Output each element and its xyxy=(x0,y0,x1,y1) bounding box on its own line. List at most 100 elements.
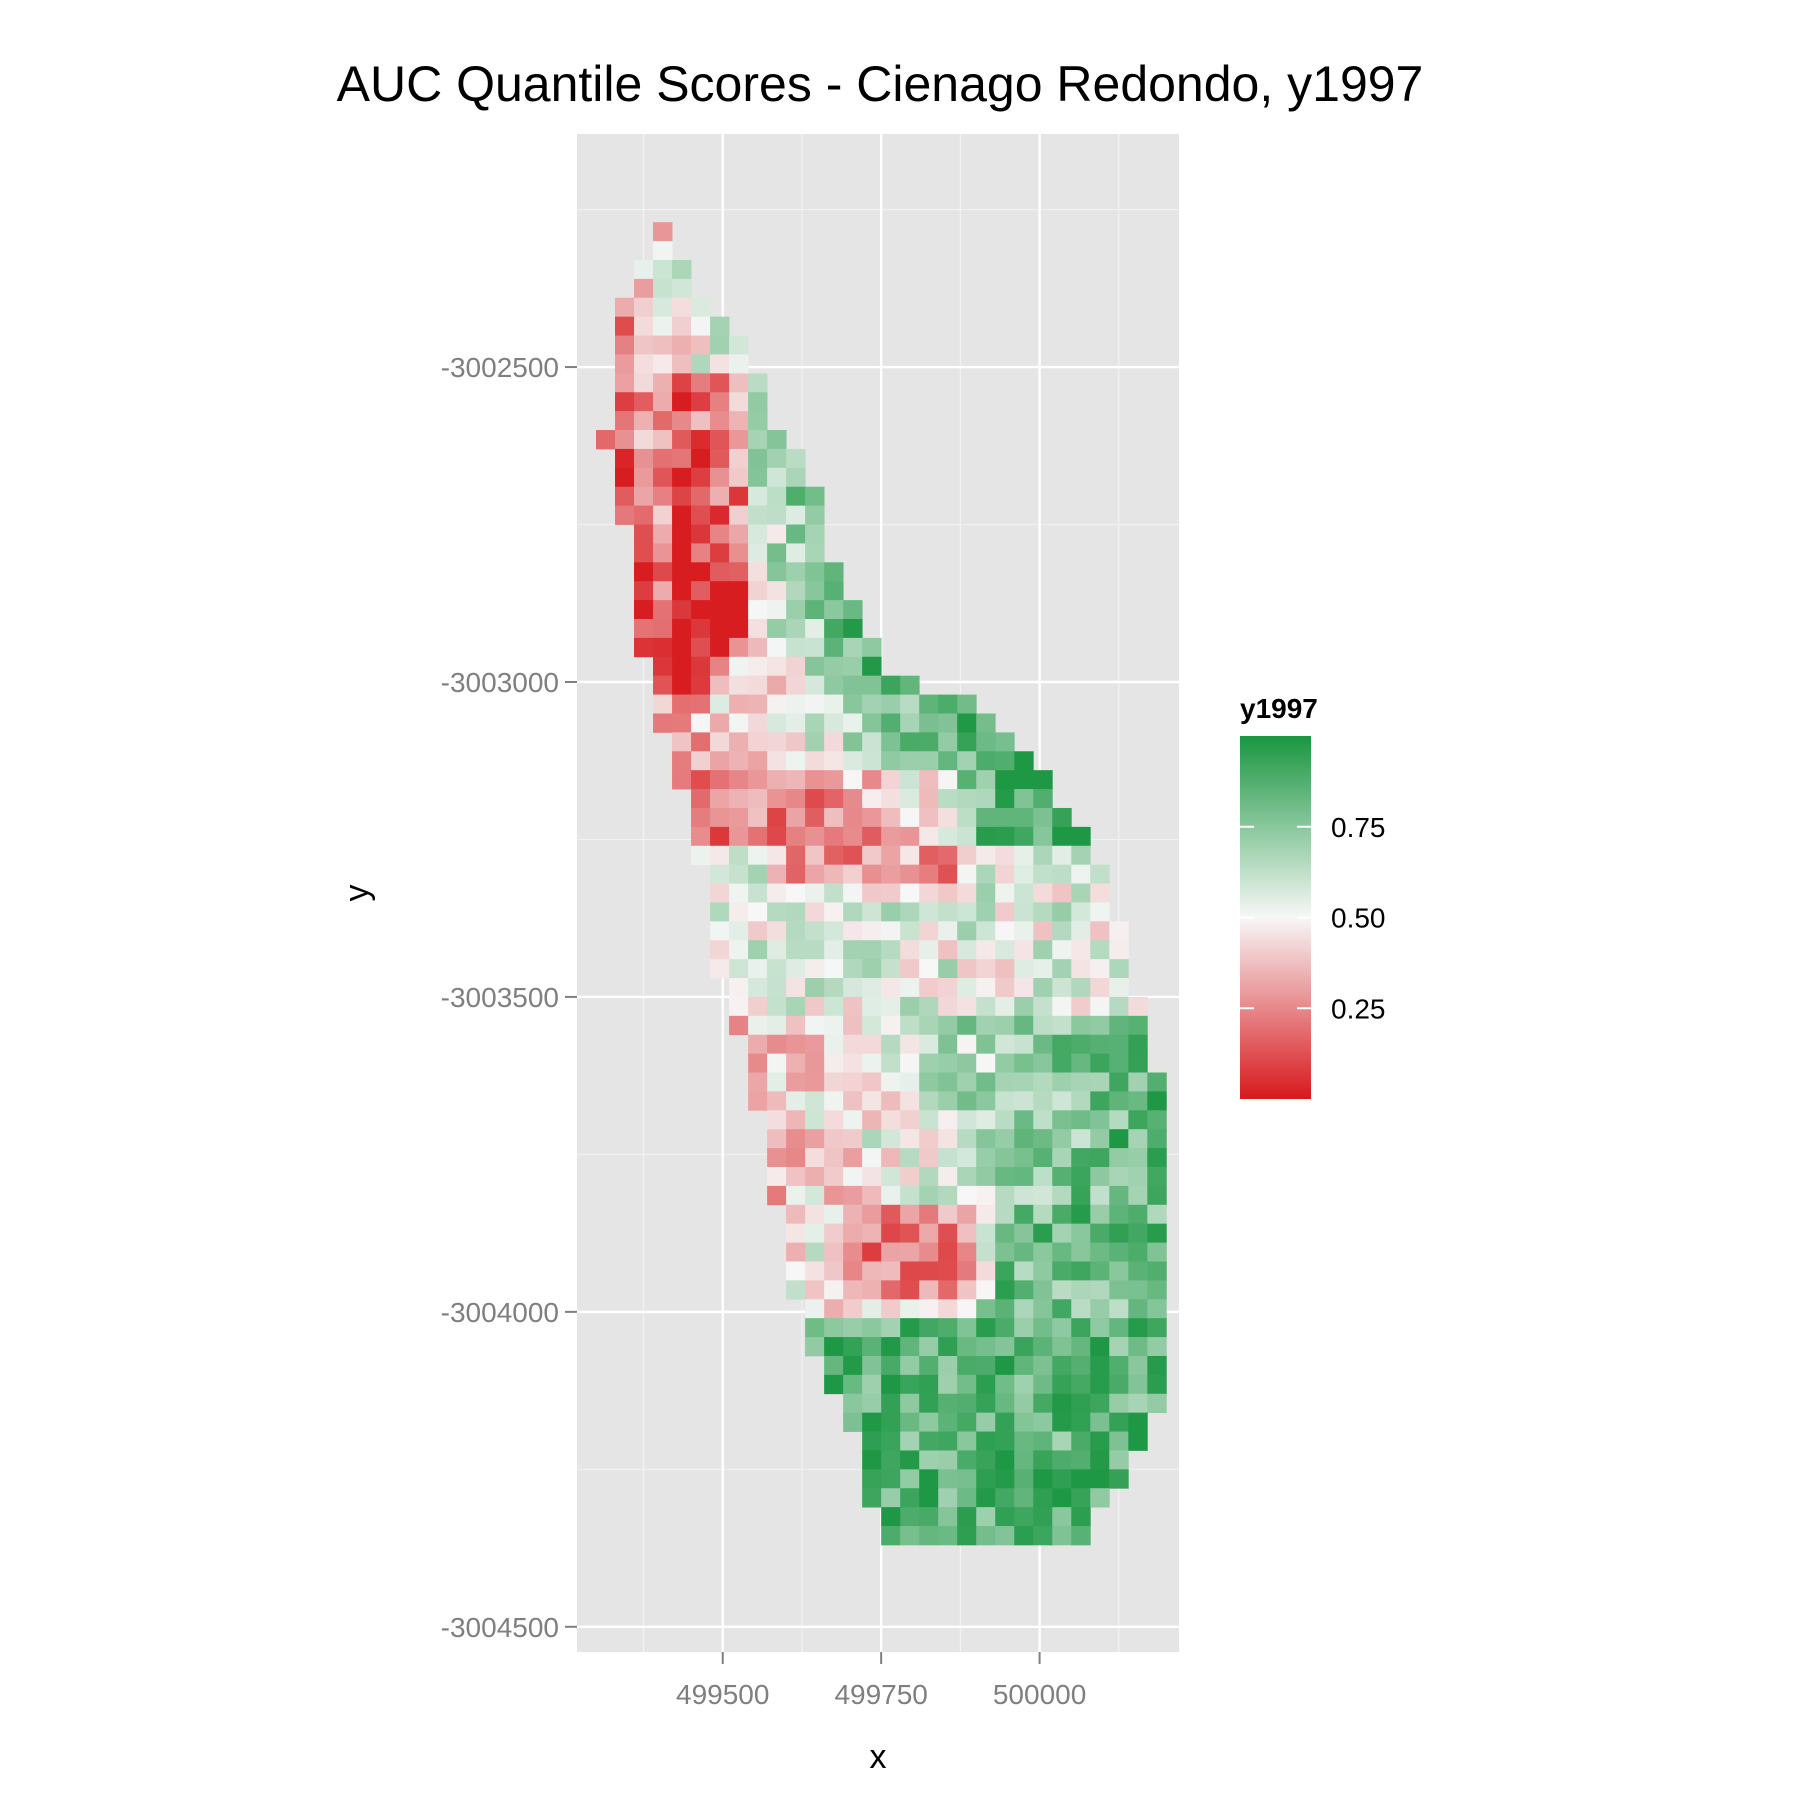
heatmap-cell xyxy=(1071,1148,1091,1168)
heatmap-cell xyxy=(805,826,825,847)
heatmap-cell xyxy=(1033,770,1053,790)
heatmap-cell xyxy=(767,467,787,488)
heatmap-cell xyxy=(710,524,730,544)
heatmap-cell xyxy=(976,1393,996,1414)
heatmap-cell xyxy=(786,996,806,1017)
heatmap-cell xyxy=(976,1526,996,1546)
heatmap-cell xyxy=(881,1185,901,1206)
heatmap-cell xyxy=(1052,883,1072,903)
heatmap-cell xyxy=(919,1526,939,1546)
heatmap-cell xyxy=(767,883,787,903)
heatmap-cell xyxy=(786,1185,806,1206)
heatmap-cell xyxy=(995,1507,1015,1527)
heatmap-cell xyxy=(824,732,844,752)
heatmap-cell xyxy=(786,732,806,752)
heatmap-cell xyxy=(1128,996,1148,1017)
heatmap-cell xyxy=(786,1280,806,1300)
heatmap-cell xyxy=(748,430,768,450)
heatmap-cell xyxy=(1052,1280,1072,1300)
heatmap-cell xyxy=(881,1091,901,1111)
heatmap-cell xyxy=(1052,1355,1072,1376)
heatmap-cell xyxy=(1128,1129,1148,1149)
heatmap-cell xyxy=(1014,1450,1034,1470)
heatmap-cell xyxy=(1052,1072,1072,1092)
heatmap-cell xyxy=(767,486,787,507)
heatmap-cell xyxy=(862,770,882,790)
heatmap-cell xyxy=(1109,1337,1129,1357)
heatmap-cell xyxy=(1147,1374,1167,1395)
heatmap-cell xyxy=(995,1110,1015,1130)
heatmap-cell xyxy=(957,1507,977,1527)
heatmap-cell xyxy=(691,392,711,412)
heatmap-cell xyxy=(995,1167,1015,1187)
heatmap-cell xyxy=(729,732,749,752)
heatmap-cell xyxy=(881,1148,901,1168)
heatmap-cell xyxy=(1090,1091,1110,1111)
heatmap-cell xyxy=(653,373,673,393)
heatmap-cell xyxy=(805,1337,825,1357)
heatmap-cell xyxy=(672,656,692,677)
heatmap-cell xyxy=(1071,1110,1091,1130)
heatmap-cell xyxy=(843,1299,863,1319)
heatmap-cell xyxy=(710,864,730,884)
heatmap-cell xyxy=(729,656,749,677)
heatmap-cell xyxy=(672,430,692,450)
heatmap-cell xyxy=(957,1280,977,1300)
heatmap-cell xyxy=(938,1393,958,1414)
heatmap-cell xyxy=(710,694,730,714)
heatmap-cell xyxy=(691,581,711,601)
heatmap-cell xyxy=(862,921,882,941)
heatmap-cell xyxy=(805,1072,825,1092)
heatmap-cell xyxy=(615,448,635,469)
heatmap-cell xyxy=(691,448,711,469)
heatmap-cell xyxy=(1109,1431,1129,1451)
heatmap-cell xyxy=(1052,978,1072,998)
heatmap-cell xyxy=(976,1053,996,1073)
heatmap-cell xyxy=(1071,902,1091,922)
heatmap-cell xyxy=(1014,1261,1034,1281)
heatmap-cell xyxy=(995,1148,1015,1168)
heatmap-cell xyxy=(824,1091,844,1111)
heatmap-cell xyxy=(691,826,711,847)
heatmap-cell xyxy=(1033,1507,1053,1527)
heatmap-cell xyxy=(1014,845,1034,866)
heatmap-cell xyxy=(862,1261,882,1281)
heatmap-cell xyxy=(862,1280,882,1300)
heatmap-cell xyxy=(900,1110,920,1130)
heatmap-cell xyxy=(1090,864,1110,884)
heatmap-cell xyxy=(634,505,654,525)
heatmap-cell xyxy=(862,1204,882,1225)
heatmap-cell xyxy=(1033,940,1053,960)
heatmap-cell xyxy=(862,1072,882,1092)
heatmap-cell xyxy=(938,1034,958,1055)
heatmap-cell xyxy=(691,732,711,752)
heatmap-cell xyxy=(957,1185,977,1206)
heatmap-cell xyxy=(767,751,787,771)
heatmap-cell xyxy=(1071,1034,1091,1055)
heatmap-cell xyxy=(1052,1526,1072,1546)
heatmap-cell xyxy=(805,978,825,998)
legend-label: 0.50 xyxy=(1331,903,1386,934)
heatmap-cell xyxy=(729,335,749,355)
legend-label: 0.75 xyxy=(1331,812,1386,843)
heatmap-cell xyxy=(1147,1129,1167,1149)
heatmap-cell xyxy=(672,316,692,336)
heatmap-cell xyxy=(995,996,1015,1017)
heatmap-cell xyxy=(786,1091,806,1111)
heatmap-cell xyxy=(767,505,787,525)
heatmap-cell xyxy=(786,600,806,620)
heatmap-cell xyxy=(900,1129,920,1149)
heatmap-cell xyxy=(786,789,806,809)
heatmap-cell xyxy=(1014,1393,1034,1414)
heatmap-cell xyxy=(1109,1110,1129,1130)
heatmap-cell xyxy=(919,845,939,866)
heatmap-cell xyxy=(900,1488,920,1508)
heatmap-cell xyxy=(805,732,825,752)
heatmap-cell xyxy=(1071,826,1091,847)
heatmap-cell xyxy=(729,354,749,374)
heatmap-cell xyxy=(957,1299,977,1319)
heatmap-cell xyxy=(805,694,825,714)
heatmap-cell xyxy=(748,1053,768,1073)
heatmap-cell xyxy=(710,807,730,828)
heatmap-cell xyxy=(691,845,711,866)
